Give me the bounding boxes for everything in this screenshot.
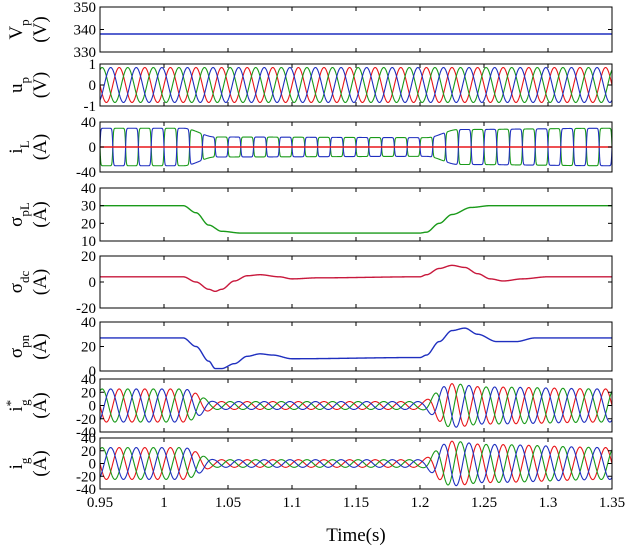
series-line-ig-blue	[100, 442, 612, 487]
y-axis-label-ig: ig	[6, 457, 32, 469]
series-line-up-red	[100, 66, 612, 104]
panel-spn-frame	[99, 321, 613, 372]
series-line-spn-blue	[100, 327, 612, 370]
y-tick-label: -40	[76, 165, 96, 181]
y-axis-label-up: up	[6, 77, 32, 93]
y-tick-label: -1	[84, 99, 97, 115]
panel-up-series	[100, 66, 612, 104]
y-tick-label: -20	[76, 301, 96, 317]
y-tick-label: 10	[81, 234, 96, 250]
y-tick-label: 0	[89, 364, 97, 380]
y-tick-label: 0	[89, 78, 97, 94]
y-axis-label-vp: Vp	[6, 19, 32, 39]
y-tick-label: 40	[81, 181, 96, 197]
y-tick-label: 1	[89, 57, 97, 73]
y-tick-label: 40	[81, 372, 96, 388]
panel-ig-series	[100, 440, 612, 487]
y-tick-label: -20	[76, 412, 96, 428]
panel-vp-frame	[99, 6, 613, 53]
series-line-up-green	[100, 66, 612, 104]
y-axis-unit-up: (V)	[30, 72, 51, 98]
y-axis-label-igref: i*g	[3, 399, 32, 412]
series-line-ig-green	[100, 441, 612, 486]
y-axis-label-iL: iL	[6, 140, 32, 153]
y-axis-unit-igref: (A)	[30, 392, 51, 418]
y-tick-label: -40	[76, 425, 96, 441]
y-tick-label: 0	[89, 140, 97, 156]
panel-iL-series	[100, 127, 612, 167]
y-axis-unit-sdc: (A)	[30, 269, 51, 295]
y-axis-label-spn: σpn	[6, 334, 32, 358]
y-tick-label: 0	[89, 399, 97, 415]
series-line-sdc-crimson	[100, 264, 612, 293]
y-tick-label: 40	[81, 115, 96, 131]
y-tick-label: 20	[81, 385, 96, 401]
x-tick-label: 1.3	[539, 495, 558, 511]
x-tick-label: 1.2	[411, 495, 430, 511]
y-tick-label: 40	[81, 431, 96, 447]
y-tick-label: 20	[81, 444, 96, 460]
panel-igref-series	[100, 383, 612, 428]
y-tick-label: 0	[89, 275, 97, 291]
panel-sdc-series	[100, 264, 612, 293]
y-tick-label: 330	[74, 45, 97, 61]
y-axis-label-sdc: σdc	[6, 271, 32, 294]
panel-iL: 40 0 -40 iL(A)	[6, 115, 613, 181]
y-axis-unit-spn: (A)	[30, 333, 51, 359]
x-tick-label: 0.95	[87, 495, 113, 511]
series-line-igref-red	[100, 383, 612, 427]
y-axis-unit-spL: (A)	[30, 201, 51, 227]
y-tick-label: 20	[81, 249, 96, 265]
series-line-igref-green	[100, 383, 612, 428]
x-axis-title: Time(s)	[326, 525, 385, 546]
y-tick-label: 20	[81, 216, 96, 232]
x-tick-label: 1.35	[599, 495, 625, 511]
x-tick-label: 1.05	[215, 495, 241, 511]
x-tick-label: 1.1	[283, 495, 302, 511]
panel-vp: 350 340 330 Vp(V)	[6, 0, 613, 61]
y-tick-label: 20	[81, 340, 96, 356]
x-tick-label: 1.25	[471, 495, 497, 511]
y-axis-unit-iL: (A)	[30, 134, 51, 160]
x-tick-label: 1.15	[343, 495, 369, 511]
panel-sdc: 20 0 -20 σdc(A)	[6, 249, 613, 317]
y-tick-label: 0	[89, 457, 97, 473]
series-line-ig-red	[100, 440, 612, 486]
series-line-igref-blue	[100, 384, 612, 428]
y-tick-label: 40	[81, 315, 96, 331]
panel-up: 1 0 -1 up(V)	[6, 57, 613, 115]
y-axis-label-spL: σpL	[6, 202, 32, 227]
y-tick-label: -20	[76, 469, 96, 485]
panel-sdc-frame	[99, 255, 613, 309]
y-tick-label: 340	[74, 23, 97, 39]
y-tick-label: -40	[76, 482, 96, 498]
panel-spn: 40 20 0 σpn(A)	[6, 315, 613, 380]
y-axis-unit-vp: (V)	[30, 16, 51, 42]
y-axis-unit-ig: (A)	[30, 450, 51, 476]
x-tick-label: 1	[160, 495, 168, 511]
y-tick-label: 350	[74, 0, 97, 16]
panel-spL-series	[100, 204, 612, 234]
series-line-spL-green	[100, 204, 612, 234]
panel-spn-series	[100, 327, 612, 370]
series-line-up-blue	[100, 66, 612, 104]
y-tick-label: 30	[81, 199, 96, 215]
